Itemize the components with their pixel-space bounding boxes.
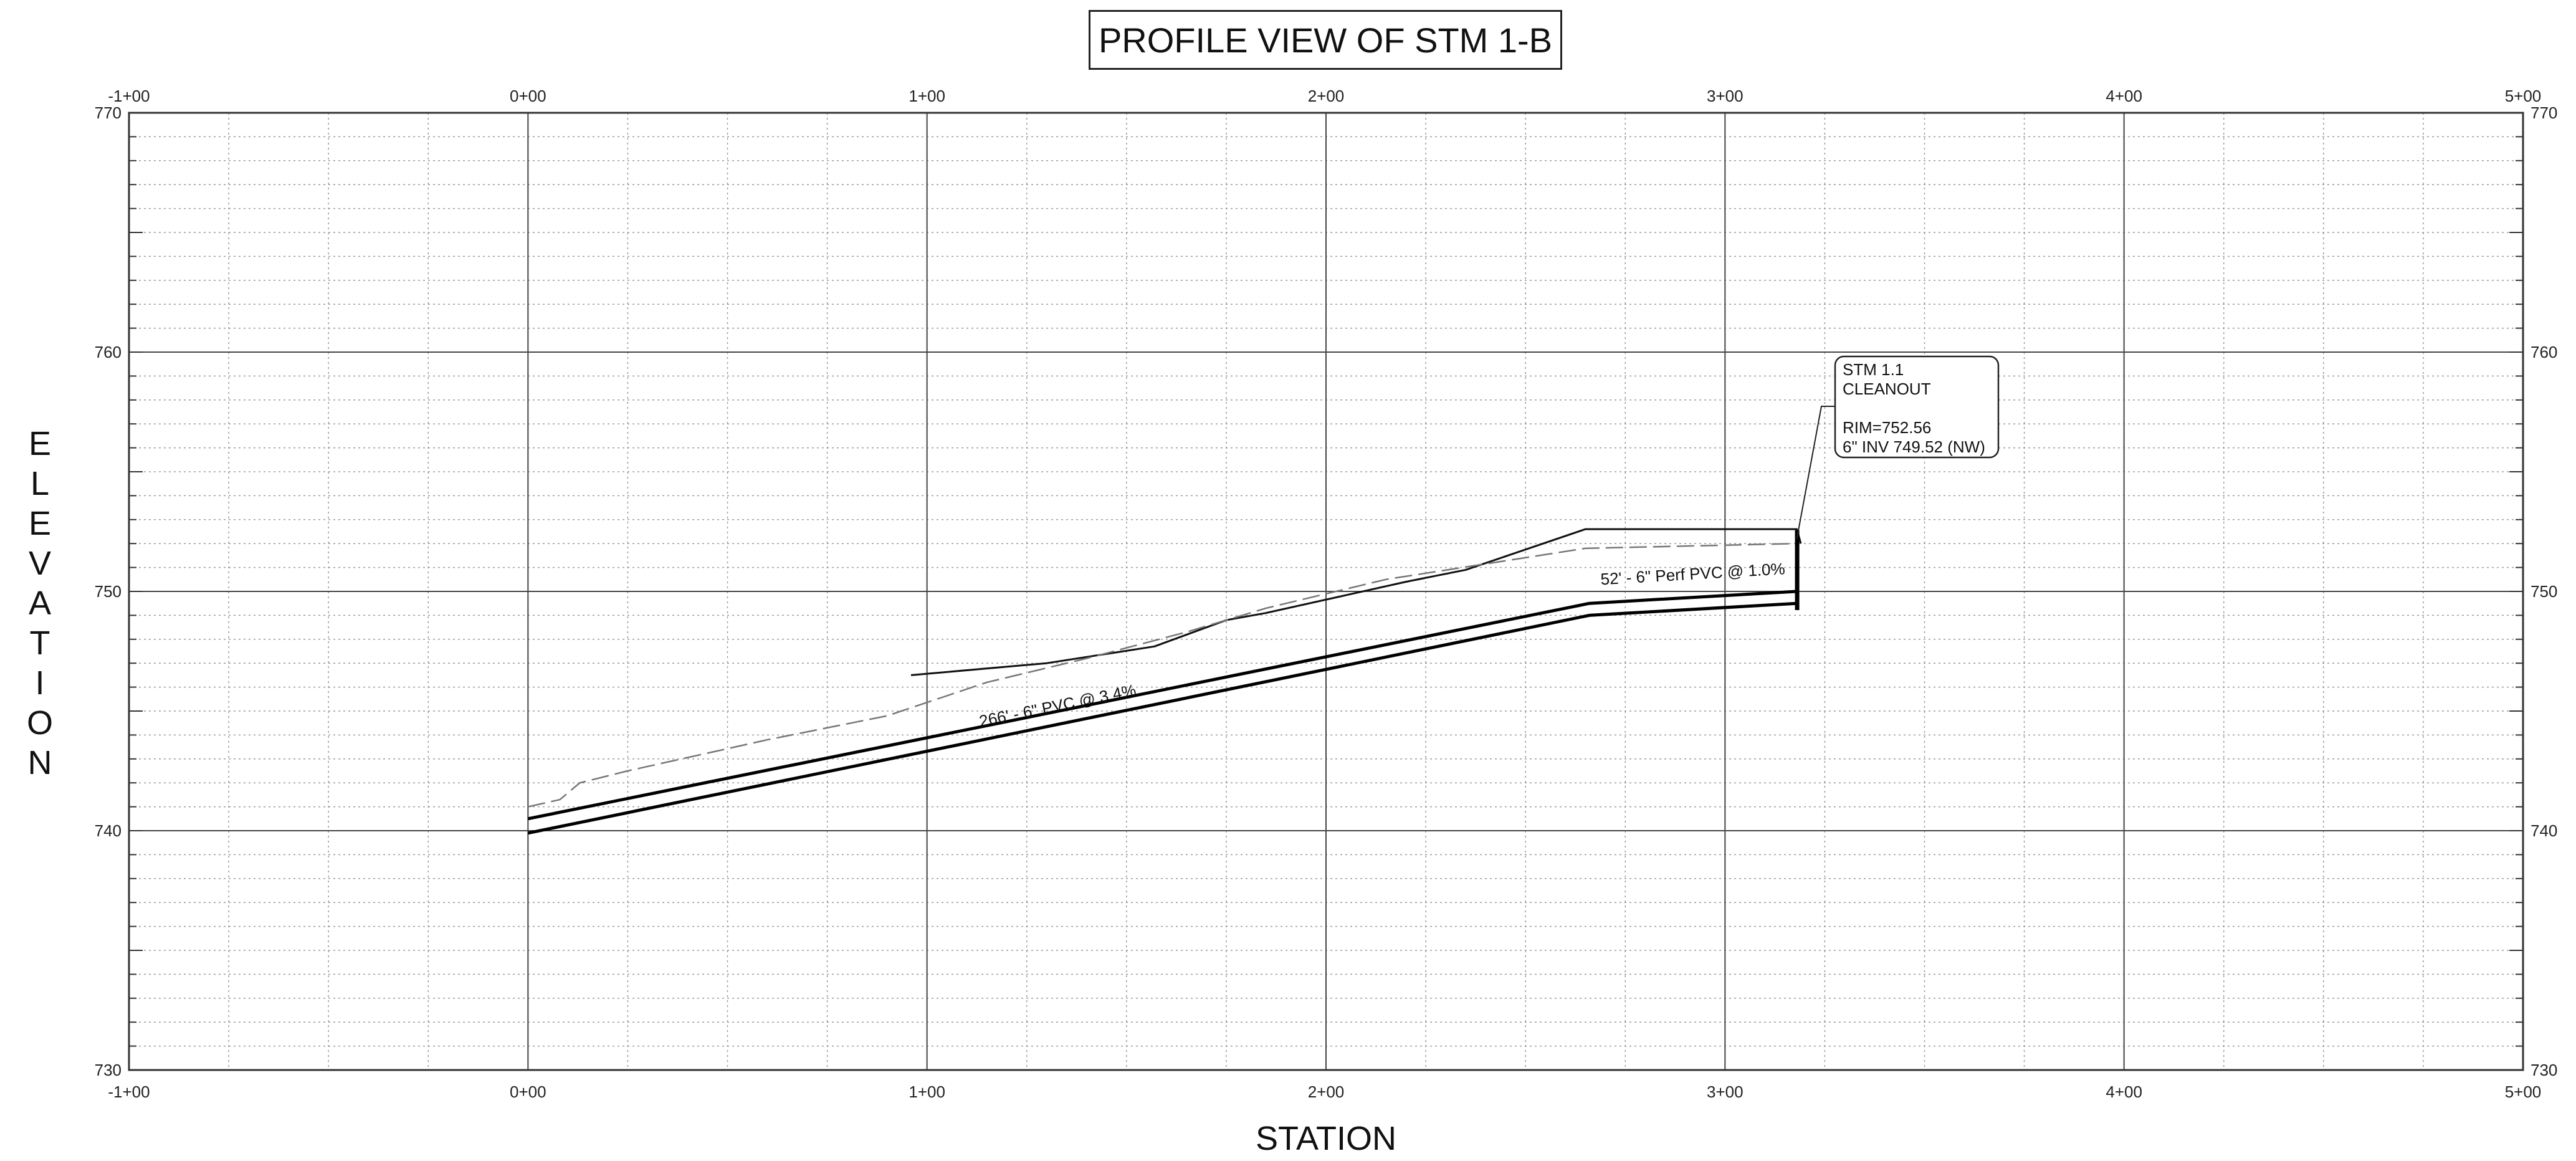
page-title: PROFILE VIEW OF STM 1-B <box>1089 10 1562 70</box>
y-tick-label-right: 730 <box>2531 1061 2557 1079</box>
x-tick-label-bottom: 4+00 <box>2106 1082 2142 1101</box>
x-tick-label-bottom: 3+00 <box>1707 1082 1744 1101</box>
y-tick-label-left: 770 <box>95 103 122 122</box>
y-tick-label-left: 760 <box>95 343 122 361</box>
x-tick-label-top: 3+00 <box>1707 87 1744 105</box>
x-tick-label-top: 4+00 <box>2106 87 2142 105</box>
profile-line-pipe-top <box>527 590 1797 821</box>
axis-ticks: -1+00 -1+00 0+00 0+00 1+00 1+00 2+00 2+00 3+00 3+… <box>95 87 2558 1101</box>
y-axis-title-letter: T <box>29 624 52 662</box>
x-tick-label-bottom: -1+00 <box>108 1082 150 1101</box>
x-tick-label-bottom: 0+00 <box>510 1082 546 1101</box>
y-tick-label-right: 770 <box>2531 103 2557 122</box>
y-axis-title-letter: L <box>30 465 51 502</box>
callout-line: RIM=752.56 <box>1843 418 1931 437</box>
y-tick-label-right: 760 <box>2531 343 2557 361</box>
y-axis-title-letter: I <box>35 664 46 702</box>
profile-lines <box>527 528 1802 835</box>
y-axis-title-letter: E <box>28 425 53 462</box>
cleanout-structure <box>1795 530 1800 610</box>
x-tick-label-top: 1+00 <box>909 87 945 105</box>
profile-line-solid-thin <box>910 528 1802 676</box>
y-tick-label-right: 740 <box>2531 821 2557 840</box>
profile-line-pipe-bottom <box>527 601 1797 835</box>
y-tick-label-left: 730 <box>95 1061 122 1079</box>
y-axis-title-letter: V <box>28 545 53 582</box>
x-axis-title: STATION <box>1256 1120 1396 1157</box>
pipe-label: 52' - 6" Perf PVC @ 1.0% <box>1600 559 1786 588</box>
x-tick-label-bottom: 2+00 <box>1308 1082 1345 1101</box>
callout-line: CLEANOUT <box>1843 380 1931 398</box>
x-tick-label-top: 5+00 <box>2505 87 2542 105</box>
callout-line: STM 1.1 <box>1843 360 1904 379</box>
profile-line-dashed-grey <box>528 542 1797 808</box>
x-tick-label-top: -1+00 <box>108 87 150 105</box>
callout-leader <box>1796 406 1835 539</box>
y-tick-label-left: 750 <box>95 582 122 601</box>
y-axis-title-letter: N <box>27 744 54 781</box>
y-tick-label-right: 750 <box>2531 582 2557 601</box>
y-tick-label-left: 740 <box>95 821 122 840</box>
y-axis-title-letter: A <box>28 585 53 622</box>
x-tick-label-top: 0+00 <box>510 87 546 105</box>
y-axis-title-letter: O <box>26 704 54 742</box>
y-axis-title-letter: E <box>28 505 53 542</box>
callout-line: 6" INV 749.52 (NW) <box>1843 437 1985 456</box>
x-tick-label-bottom: 1+00 <box>909 1082 945 1101</box>
x-tick-label-bottom: 5+00 <box>2505 1082 2542 1101</box>
x-tick-label-top: 2+00 <box>1308 87 1345 105</box>
